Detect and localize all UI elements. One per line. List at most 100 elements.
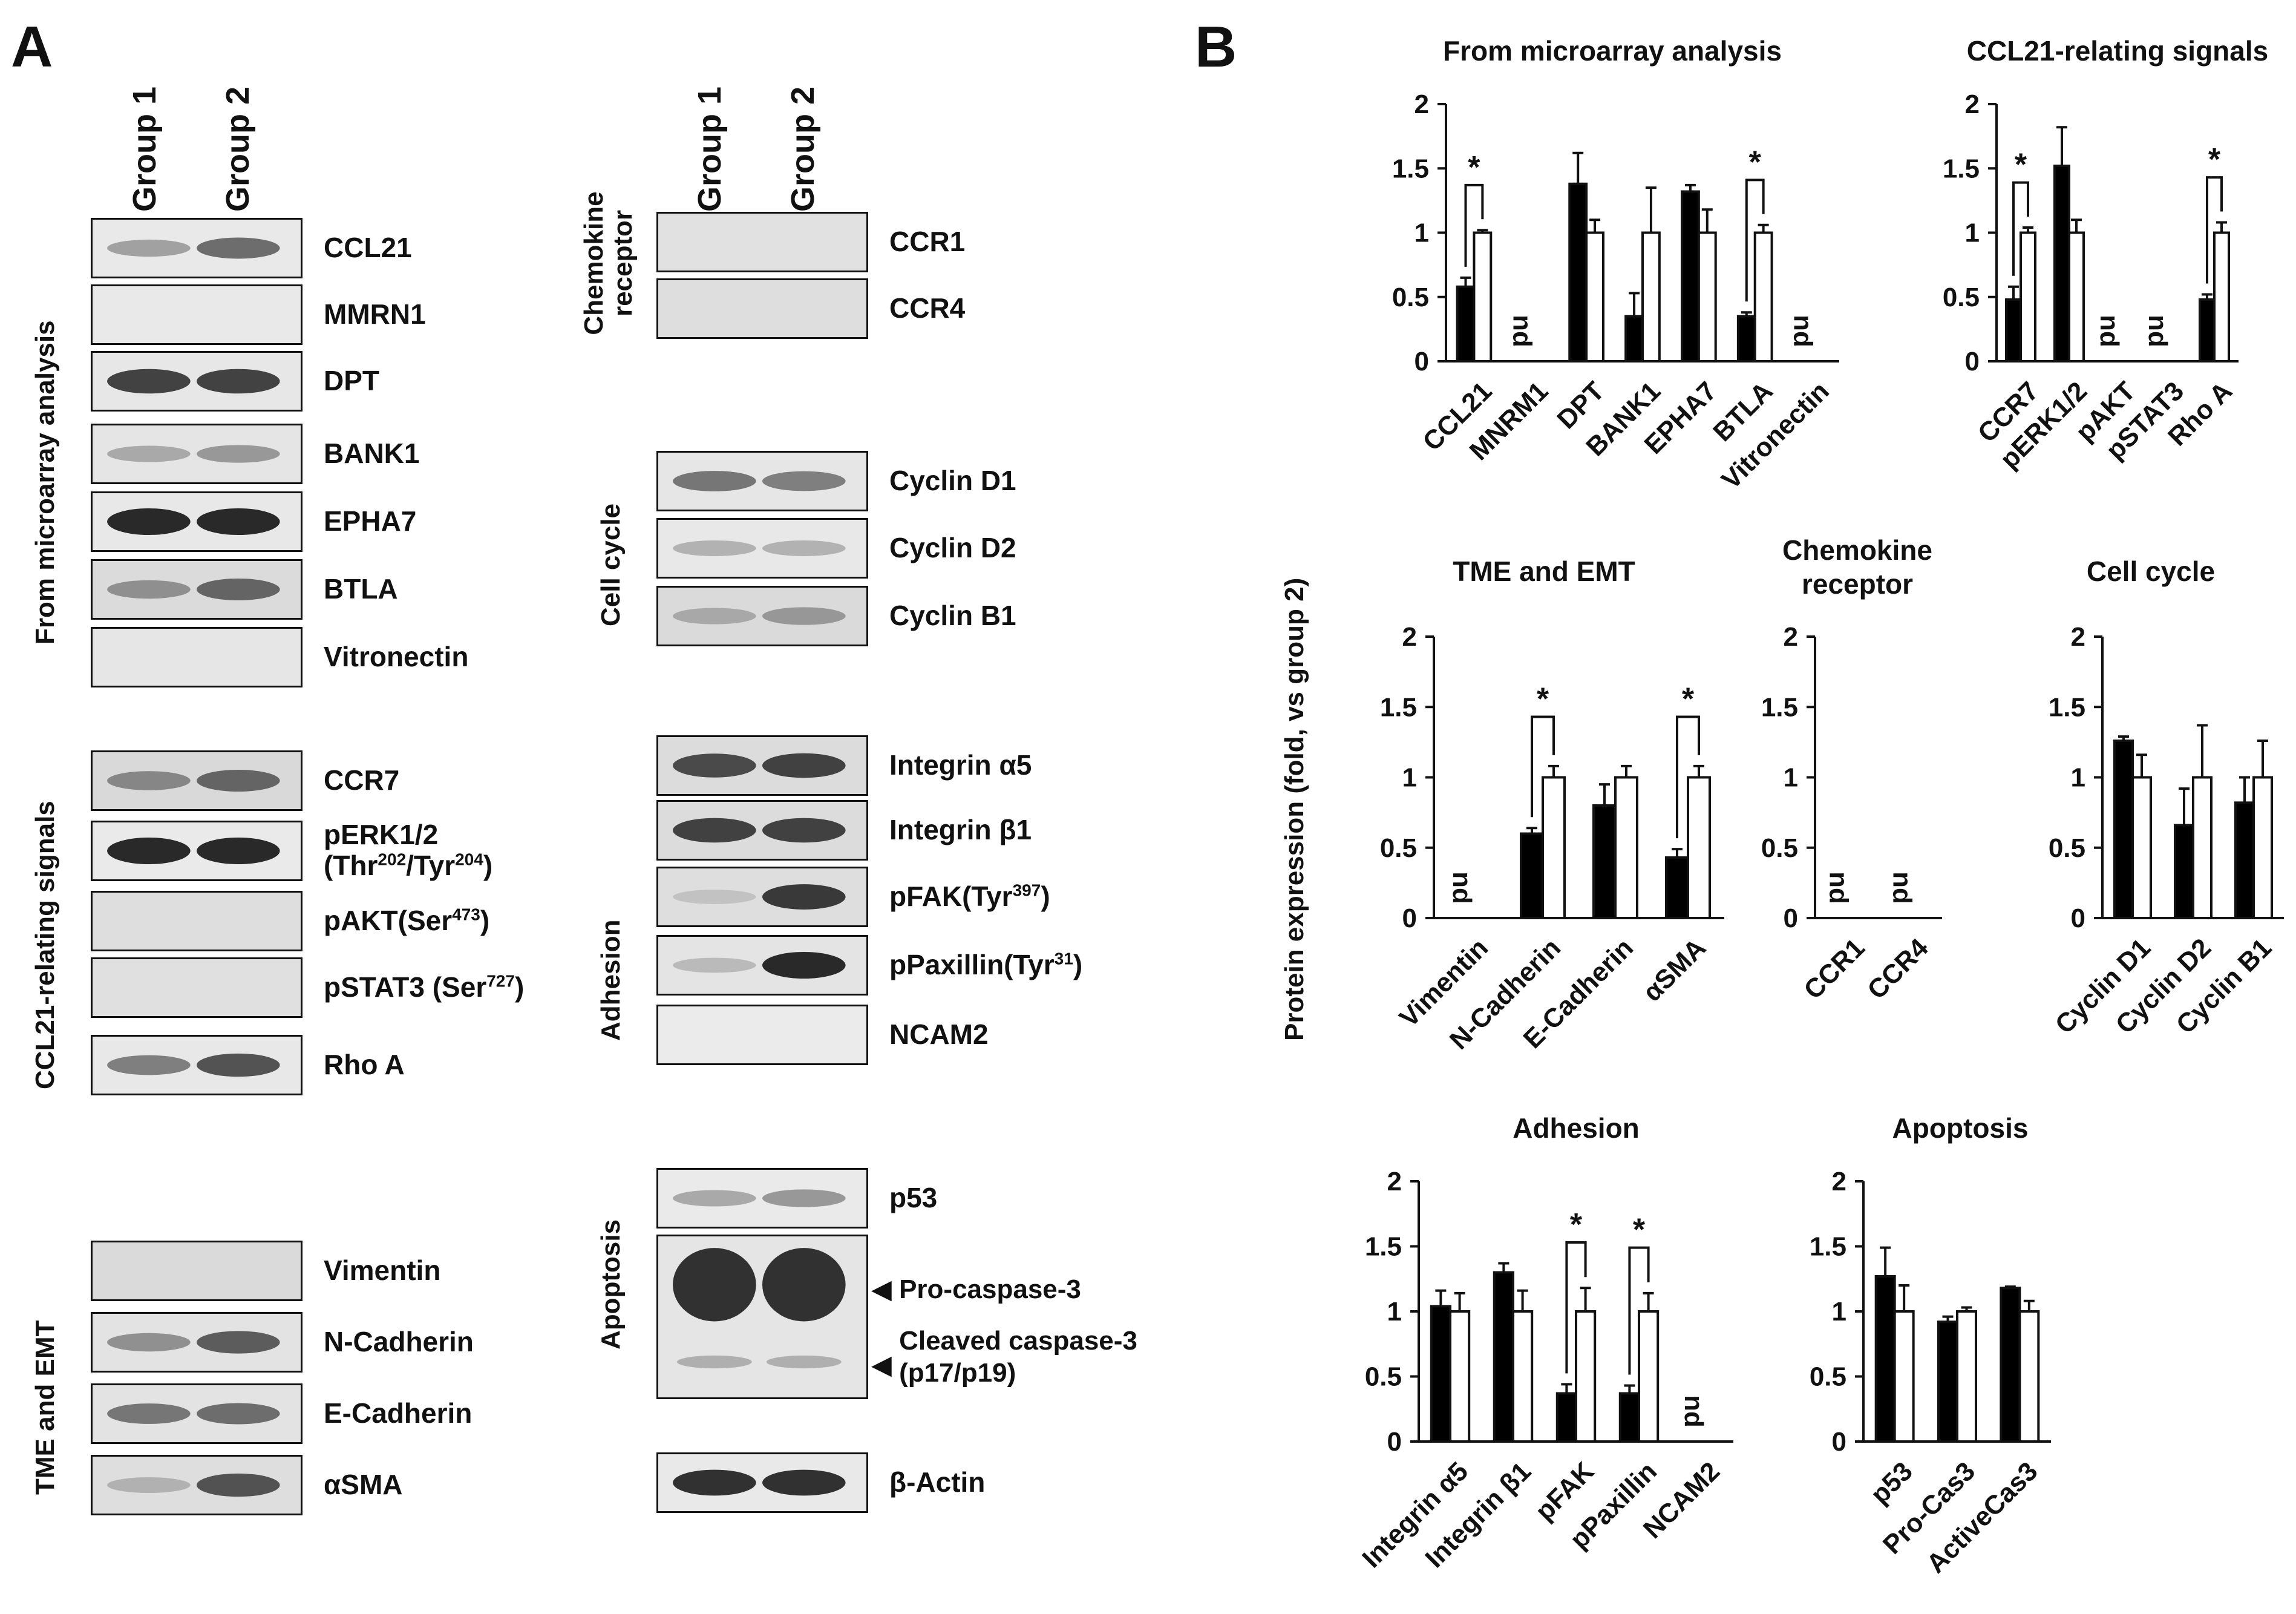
bar-group1: [1938, 1322, 1957, 1442]
bar-group2: [1643, 233, 1660, 362]
blot-strip: [91, 491, 303, 552]
blot-label: E-Cadherin: [324, 1398, 472, 1429]
bar-group2: [1755, 233, 1772, 362]
band-lane-2: [762, 471, 846, 491]
category-label: Integrin α5: [1356, 1456, 1474, 1573]
bar-group1: [1431, 1306, 1450, 1442]
significance-bracket: [2013, 183, 2028, 276]
significance-bracket: [2207, 177, 2222, 283]
panel-a-letter: A: [11, 18, 53, 76]
y-tick-label: 0: [2071, 904, 2085, 933]
arrow-left-icon: ◀: [871, 1350, 892, 1380]
band-lane-1: [673, 1190, 756, 1206]
chart-title: From microarray analysis: [1443, 35, 1782, 67]
pro-caspase-text: Pro-caspase-3: [899, 1274, 1081, 1304]
category-label: MNRM1: [1464, 376, 1554, 466]
nd-label: nd: [2143, 315, 2173, 347]
blot-strip: [656, 735, 868, 796]
blot-label: pFAK(Tyr397): [889, 881, 1050, 912]
significance-bracket: [1747, 180, 1764, 301]
band-lane-2: [197, 508, 280, 535]
category-label: pSTAT3: [2101, 376, 2190, 465]
bar-group2: [1586, 233, 1603, 362]
blot-label-text: Integrin β1: [889, 814, 1032, 845]
bar-group2: [1450, 1311, 1469, 1442]
band-lane-2: [762, 884, 846, 910]
bar-group1: [1666, 858, 1688, 918]
blot-label: CCL21: [324, 232, 412, 263]
bar-group2: [1699, 233, 1716, 362]
blot-strip: [91, 424, 303, 484]
y-tick-label: 1.5: [1810, 1232, 1846, 1262]
y-tick-label: 1: [1965, 218, 1980, 248]
blot-label-text: EPHA7: [324, 505, 416, 537]
y-tick-label: 0: [1387, 1427, 1402, 1457]
blot-strip: [91, 1312, 303, 1373]
y-tick-label: 0: [1965, 347, 1980, 376]
y-tick-label: 0.5: [1810, 1362, 1846, 1392]
band-lane-2: [762, 753, 846, 778]
blot-label: pPaxillin(Tyr31): [889, 950, 1082, 980]
blot-label-text: β-Actin: [889, 1466, 985, 1498]
arrow-left-icon: ◀: [871, 1274, 892, 1304]
blot-label-text: BTLA: [324, 573, 398, 605]
blot-label: N-Cadherin: [324, 1327, 474, 1357]
y-tick-label: 1: [1832, 1297, 1846, 1327]
blot-label: BTLA: [324, 574, 398, 605]
blot-label: NCAM2: [889, 1019, 989, 1050]
band-lane-1: [107, 1477, 191, 1493]
blot-strip: [656, 1235, 868, 1399]
y-tick-label: 0.5: [2049, 833, 2085, 863]
nd-label: nd: [1788, 315, 1818, 347]
blot-label: DPT: [324, 366, 379, 396]
chart-title: Cell cycle: [2087, 556, 2215, 587]
band-lane-2: [197, 770, 280, 792]
y-tick-label: 1.5: [1365, 1232, 1402, 1262]
band-lane-1: [673, 958, 756, 973]
bar-group1: [2235, 802, 2254, 918]
blot-strip: [91, 218, 303, 278]
blot-label-text: DPT: [324, 365, 379, 396]
band-lane-2: [762, 1189, 846, 1207]
blot-label-text: pFAK(Tyr397): [889, 881, 1050, 912]
band-lane-1: [673, 471, 756, 491]
blot-label-text: pSTAT3 (Ser727): [324, 971, 524, 1003]
significance-star: *: [1682, 682, 1695, 717]
category-label: pAKT: [2070, 376, 2142, 447]
category-label: BTLA: [1707, 376, 1779, 447]
blot-label-text: Cyclin D2: [889, 532, 1016, 563]
category-label: N-Cadherin: [1444, 933, 1566, 1055]
category-label: Cyclin D2: [2110, 933, 2217, 1039]
blot-label: Rho A: [324, 1049, 405, 1080]
category-label: CCL21: [1417, 376, 1497, 456]
band-lane-2: [762, 952, 846, 979]
blot-label: αSMA: [324, 1469, 403, 1500]
y-tick-label: 0: [1832, 1427, 1846, 1457]
section-label: Cell cycle: [596, 504, 626, 626]
blot-label: CCR4: [889, 293, 965, 324]
blot-label: BANK1: [324, 438, 419, 469]
y-tick-label: 2: [1965, 90, 1980, 119]
band-lane-2: [197, 445, 280, 462]
blot-label: MMRN1: [324, 299, 426, 330]
blot-strip: [91, 351, 303, 412]
category-label: ActiveCas3: [1921, 1456, 2043, 1578]
chart-title: Apoptosis: [1892, 1112, 2029, 1144]
bar-group1: [1620, 1393, 1639, 1442]
category-label: p53: [1865, 1456, 1918, 1509]
category-label: Rho A: [2162, 376, 2238, 451]
bar-group2: [1474, 233, 1491, 362]
chart-title: CCL21-relating signals: [1967, 35, 2268, 67]
blot-strip: [656, 212, 868, 272]
bar-group1: [1494, 1273, 1513, 1442]
nd-label: nd: [1888, 871, 1917, 904]
blot-label-text: N-Cadherin: [324, 1326, 474, 1357]
bar-group1: [1594, 805, 1615, 918]
band-lane-2: [762, 1470, 846, 1496]
blot-label-text: p53: [889, 1182, 937, 1213]
bar-group1: [1557, 1393, 1576, 1442]
bar-group2: [1895, 1311, 1914, 1442]
significance-star: *: [2208, 142, 2221, 177]
band-lane-1: [107, 240, 191, 257]
blot-label-text: Vimentin: [324, 1255, 440, 1286]
